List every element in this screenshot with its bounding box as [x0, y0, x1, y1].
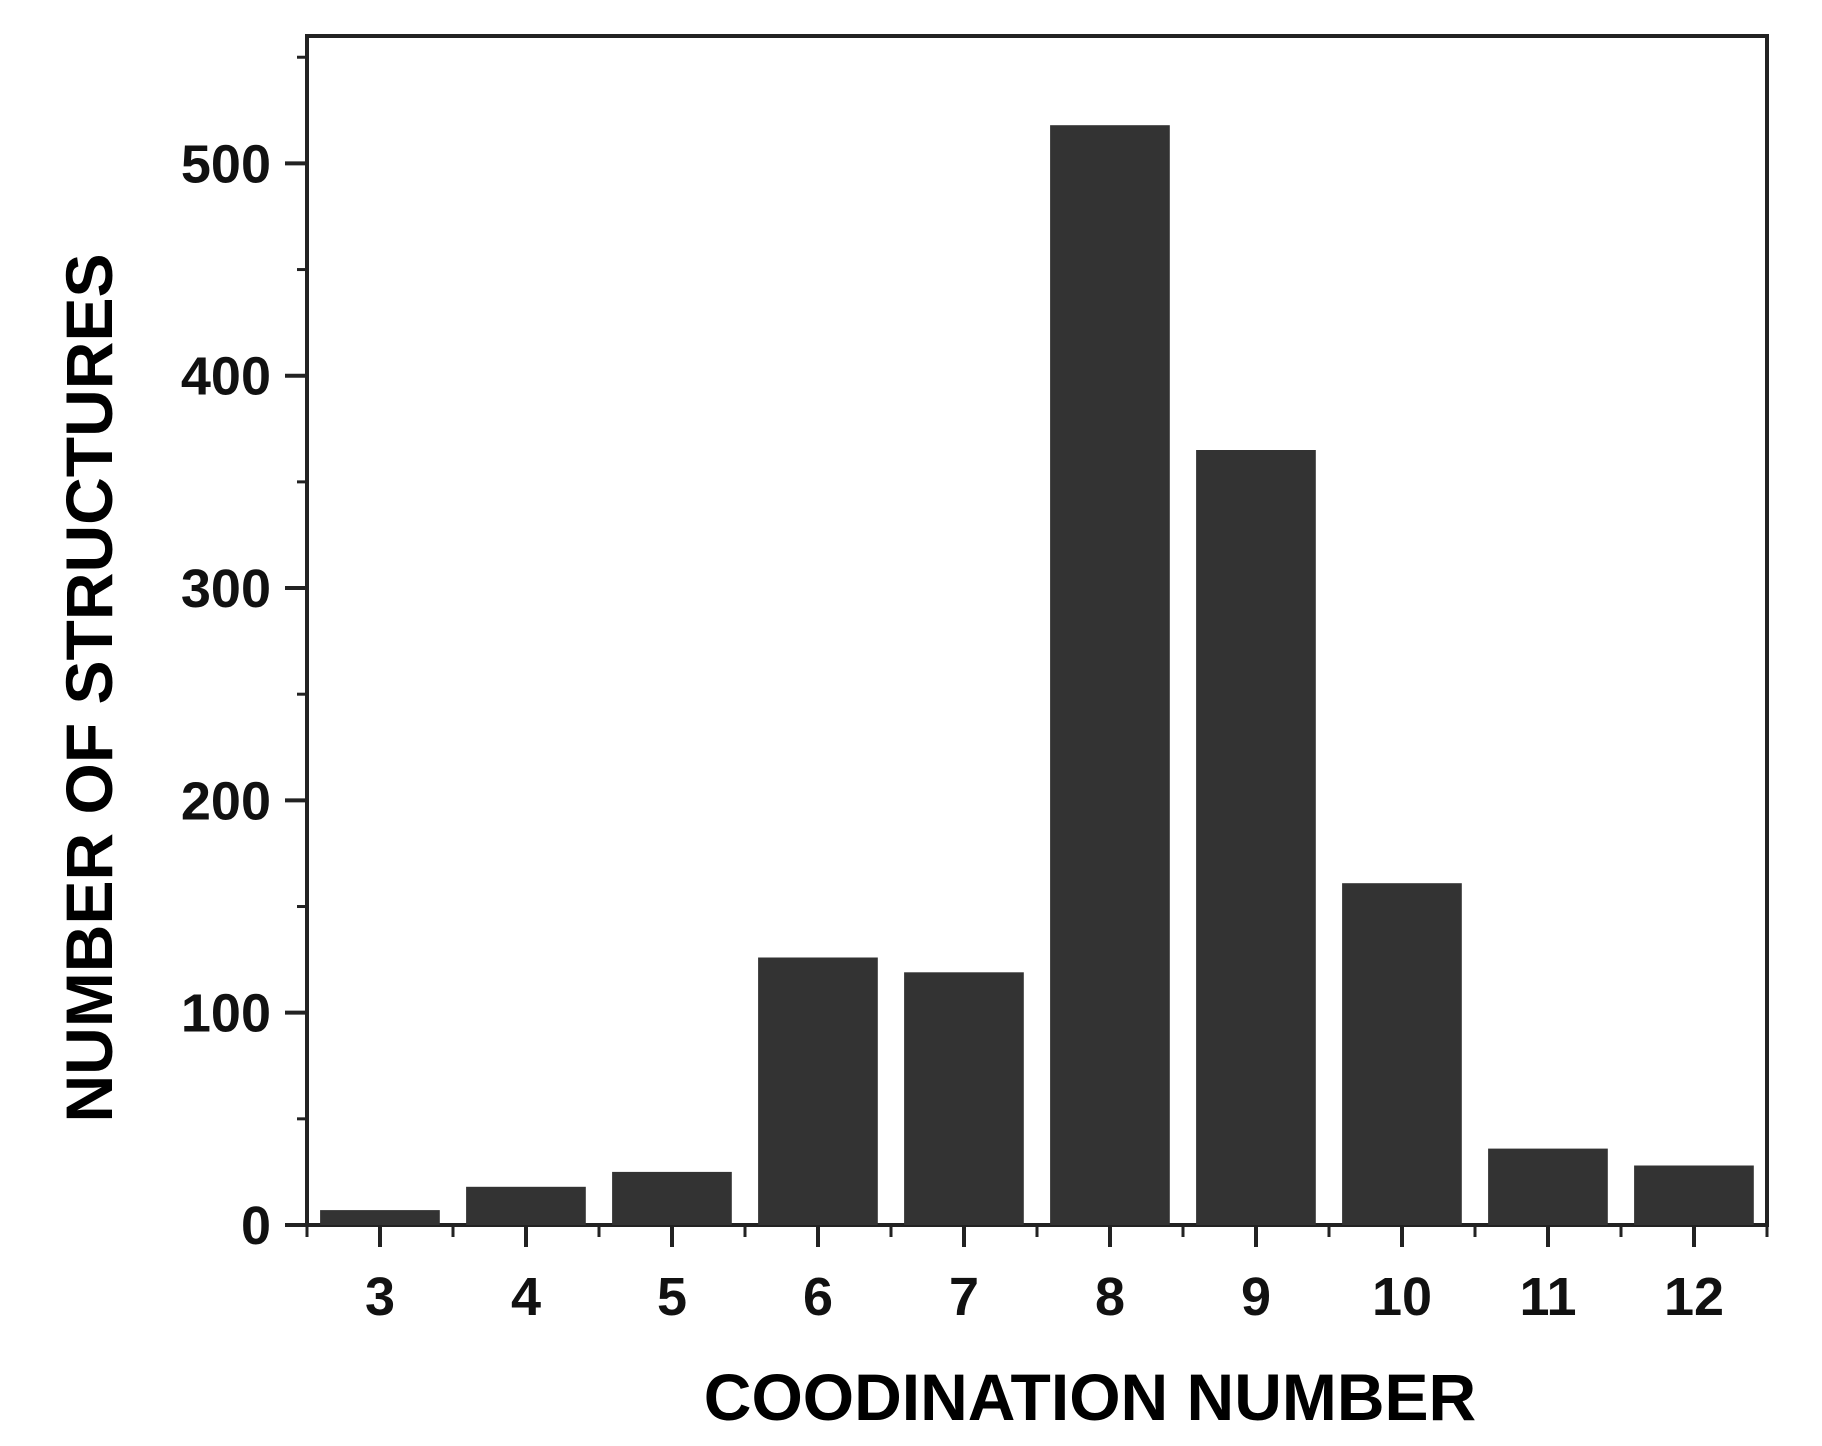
- x-tick-label: 11: [1519, 1267, 1576, 1327]
- y-tick-label: 200: [181, 771, 271, 831]
- x-tick-label: 12: [1664, 1267, 1724, 1327]
- x-tick-label: 7: [949, 1267, 979, 1327]
- x-axis-title: COODINATION NUMBER: [704, 1360, 1476, 1434]
- x-tick-label: 3: [365, 1267, 395, 1327]
- bars-group: [320, 125, 1754, 1226]
- x-tick-label: 4: [511, 1267, 541, 1327]
- y-tick-label: 300: [181, 559, 271, 619]
- x-tick-label: 8: [1095, 1267, 1125, 1327]
- bar-cn-12: [1634, 1165, 1754, 1225]
- y-tick-label: 400: [181, 347, 271, 407]
- plot-frame: [305, 34, 1769, 1227]
- y-tick-label: 100: [181, 984, 271, 1044]
- bar-cn-9: [1196, 450, 1316, 1225]
- y-axis-title: NUMBER OF STRUCTURES: [52, 254, 126, 1123]
- y-axis-ticks: 0 100 200 300 400 500: [181, 55, 307, 1256]
- bar-cn-6: [758, 957, 878, 1225]
- bar-cn-10: [1342, 883, 1462, 1225]
- x-tick-label: 10: [1372, 1267, 1432, 1327]
- bar-cn-4: [466, 1186, 586, 1225]
- bar-cn-11: [1488, 1148, 1608, 1225]
- x-tick-label: 9: [1241, 1267, 1271, 1327]
- bar-cn-3: [320, 1210, 440, 1225]
- x-tick-label: 5: [657, 1267, 687, 1327]
- y-tick-label: 500: [181, 134, 271, 194]
- bar-cn-7: [904, 972, 1024, 1225]
- y-tick-label: 0: [241, 1196, 271, 1256]
- bar-cn-8: [1050, 125, 1170, 1226]
- bar-cn-5: [612, 1171, 732, 1225]
- x-tick-label: 6: [803, 1267, 833, 1327]
- x-axis-ticks: 3 4 5 6 7 8 9 10 11 12: [305, 1225, 1769, 1327]
